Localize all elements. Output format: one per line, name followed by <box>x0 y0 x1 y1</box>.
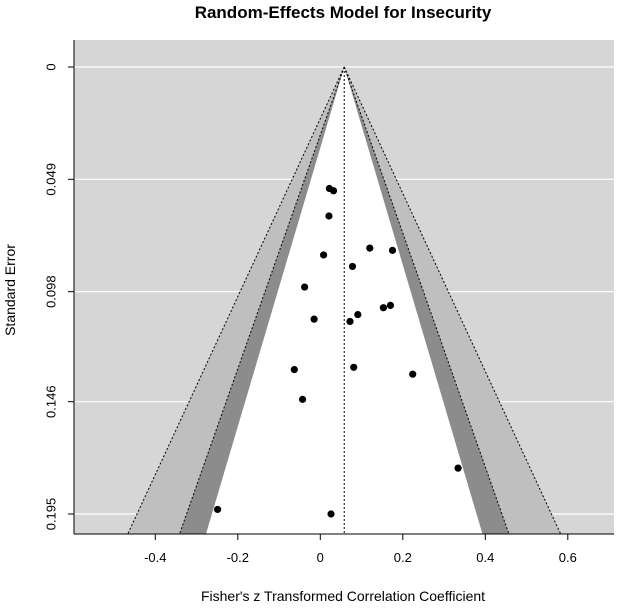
axes: 0 0.049 0.098 0.146 0.195 -0.4 -0.2 0 0.2 0.4 0.6 <box>43 40 614 565</box>
x-tick-label-1: -0.2 <box>227 550 249 565</box>
data-point-12 <box>310 315 318 323</box>
x-axis-label: Fisher's z Transformed Correlation Coeff… <box>201 588 485 604</box>
data-point-11 <box>354 310 362 319</box>
funnel-right-dashed-line <box>343 66 510 535</box>
x-tick-label-0: -0.4 <box>144 550 166 565</box>
y-axis-label: Standard Error <box>2 244 18 336</box>
funnel-right-outer-dashed-line <box>343 66 562 535</box>
data-point-7 <box>348 262 357 271</box>
funnel-left-dashed-line <box>179 66 345 535</box>
data-point-3 <box>325 212 333 220</box>
x-tick-label-4: 0.4 <box>476 550 494 565</box>
plot-area <box>74 40 614 535</box>
data-point-20 <box>327 510 335 518</box>
x-tick-label-2: 0 <box>317 550 324 565</box>
data-point-5 <box>388 246 397 254</box>
y-tick-label-3: 0.146 <box>43 385 58 418</box>
x-tick-label-5: 0.6 <box>559 550 577 565</box>
y-tick-label-0: 0 <box>43 63 58 70</box>
y-tick-label-1: 0.049 <box>43 163 58 196</box>
data-point-2 <box>329 187 338 195</box>
data-point-13 <box>346 317 354 326</box>
data-point-8 <box>301 283 309 291</box>
y-tick-label-2: 0.098 <box>43 275 58 308</box>
data-point-19 <box>213 505 222 514</box>
data-point-10 <box>386 301 395 309</box>
y-tick-label-4: 0.195 <box>43 498 58 531</box>
data-point-6 <box>320 251 328 259</box>
data-point-4 <box>366 244 374 252</box>
data-point-18 <box>454 464 462 472</box>
data-point-14 <box>350 363 358 371</box>
data-point-16 <box>409 370 417 378</box>
chart-title: Random-Effects Model for Insecurity <box>195 3 492 22</box>
data-point-17 <box>298 395 307 403</box>
funnel-left-outer-dashed-line <box>127 66 345 535</box>
data-point-9 <box>379 304 388 312</box>
data-point-15 <box>290 365 298 374</box>
x-tick-label-3: 0.2 <box>394 550 412 565</box>
